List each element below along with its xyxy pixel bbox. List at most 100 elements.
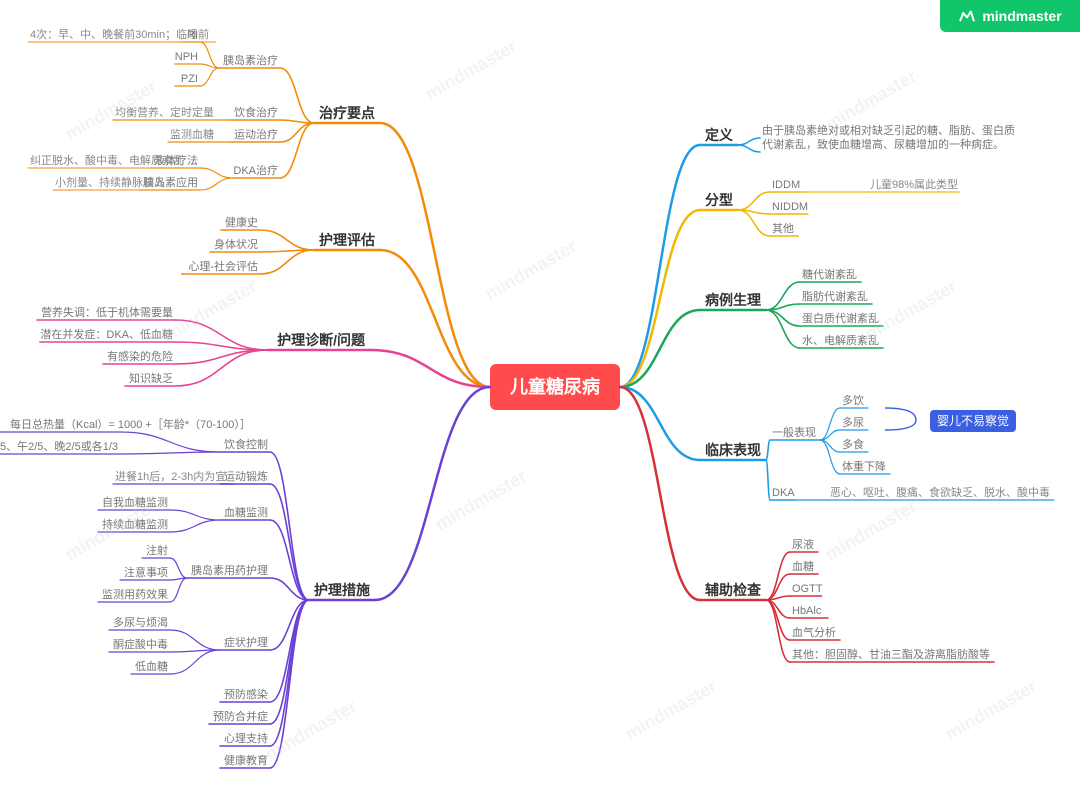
connector [280,68,314,123]
leaf: 多饮 [842,393,864,407]
connector [170,650,220,674]
leaf: IDDM [772,179,800,191]
topic-diag: 护理诊断/问题 [277,332,366,348]
leaf: 自我血糖监测 [102,495,168,509]
topic-definition: 定义 [705,127,733,143]
topic-treat: 治疗要点 [319,105,375,121]
connector [170,578,187,602]
connector [766,310,800,348]
connector [738,145,760,152]
leaf: 监测用药效果 [102,587,168,601]
connector [260,230,314,250]
leaf: 身体状况 [214,237,258,251]
leaf: 知识缺乏 [129,371,173,385]
leaf: DKA [772,487,795,499]
leaf: 早1/5、午2/5、晚2/5或各1/3 [0,439,118,453]
connector [380,250,490,387]
topic-measures: 护理措施 [314,582,370,598]
connector [170,558,187,578]
leaf: 持续血糖监测 [102,517,168,531]
connector [260,250,314,274]
connector [270,600,309,724]
leaf: 多尿 [842,415,864,429]
leaf: 心理支持 [224,731,268,745]
connector [375,387,490,600]
connector [120,452,220,454]
annotation: 4次：早、中、晚餐前30min；临睡前 [30,27,209,41]
mindmap-canvas: 儿童糖尿病定义由于胰岛素绝对或相对缺乏引起的糖、脂肪、蛋白质代谢紊乱，致使血糖增… [0,0,1080,805]
leaf: 血糖监测 [224,505,268,519]
brand-icon [958,7,976,25]
annotation: 纠正脱水、酸中毒、电解质紊乱 [30,153,184,167]
topic-clinical: 临床表现 [705,442,761,458]
connector [175,350,268,386]
connector [170,520,220,532]
leaf: 注射 [146,543,168,557]
connector [270,600,309,746]
leaf: 健康教育 [224,753,268,767]
leaf: 血糖 [792,559,814,573]
connector [766,460,770,500]
connector [280,123,314,178]
leaf: 每日总热量（Kcal）= 1000 +［年龄*（70-100）］ [10,417,251,431]
leaf: PZI [181,73,198,85]
leaf: 脂肪代谢紊乱 [802,289,868,303]
connector [738,138,760,145]
callout-label: 婴儿不易察觉 [937,414,1009,428]
connector [766,304,800,310]
leaf: 运动锻炼 [224,469,268,483]
leaf: 饮食治疗 [234,105,278,119]
leaf: HbAlc [792,605,822,617]
leaf: 多尿与烦渴 [113,615,168,629]
leaf: DKA治疗 [233,163,278,177]
connector [200,68,219,86]
leaf: 预防合并症 [213,709,268,723]
topic-aux: 辅助检查 [705,582,762,598]
leaf: 预防感染 [224,687,268,701]
connector [620,387,700,600]
leaf: 胰岛素用药护理 [191,563,268,577]
topic-patho: 病例生理 [705,292,761,308]
leaf: 症状护理 [224,635,268,649]
leaf: 血气分析 [792,625,836,639]
annotation: 恶心、呕吐、腹痛、食欲缺乏、脱水、酸中毒 [830,485,1050,499]
connector [738,192,770,210]
connector [270,484,309,600]
leaf: 由于胰岛素绝对或相对缺乏引起的糖、脂肪、蛋白质 [762,123,1015,137]
leaf: NIDDM [772,201,808,213]
leaf: 健康史 [225,215,258,229]
connector [766,310,800,326]
leaf: 水、电解质紊乱 [802,333,879,347]
annotation: 进餐1h后，2-3h内为宜 [115,469,226,483]
annotation: 监测血糖 [170,127,214,141]
leaf: 低血糖 [135,659,168,673]
leaf: 营养失调：低于机体需要量 [41,305,173,319]
leaf: 注意事项 [124,565,168,579]
annotation: 小剂量、持续静脉输入 [55,175,165,189]
connector [170,510,220,520]
bracket [885,408,916,430]
connector [175,350,268,364]
leaf: NPH [175,51,198,63]
leaf: 饮食控制 [224,437,268,451]
leaf: 潜在并发症：DKA、低血糖 [40,327,173,341]
connector [170,630,220,650]
leaf: 心理-社会评估 [188,259,258,273]
leaf: 蛋白质代谢紊乱 [802,311,879,325]
leaf: 体重下降 [842,459,886,473]
leaf: OGTT [792,583,823,595]
leaf: 酮症酸中毒 [113,637,168,651]
connector [766,440,770,460]
connector [620,387,700,460]
annotation: 儿童98%属此类型 [870,177,958,191]
topic-assess: 护理评估 [319,232,375,248]
leaf: 糖代谢紊乱 [802,267,857,281]
leaf: 运动治疗 [234,127,278,141]
leaf: 有感染的危险 [107,349,173,363]
brand-badge: mindmaster [940,0,1080,32]
connector [766,282,800,310]
leaf: 一般表现 [772,425,816,439]
connector [766,552,790,600]
connector [620,310,700,387]
leaf: 尿液 [792,537,814,551]
